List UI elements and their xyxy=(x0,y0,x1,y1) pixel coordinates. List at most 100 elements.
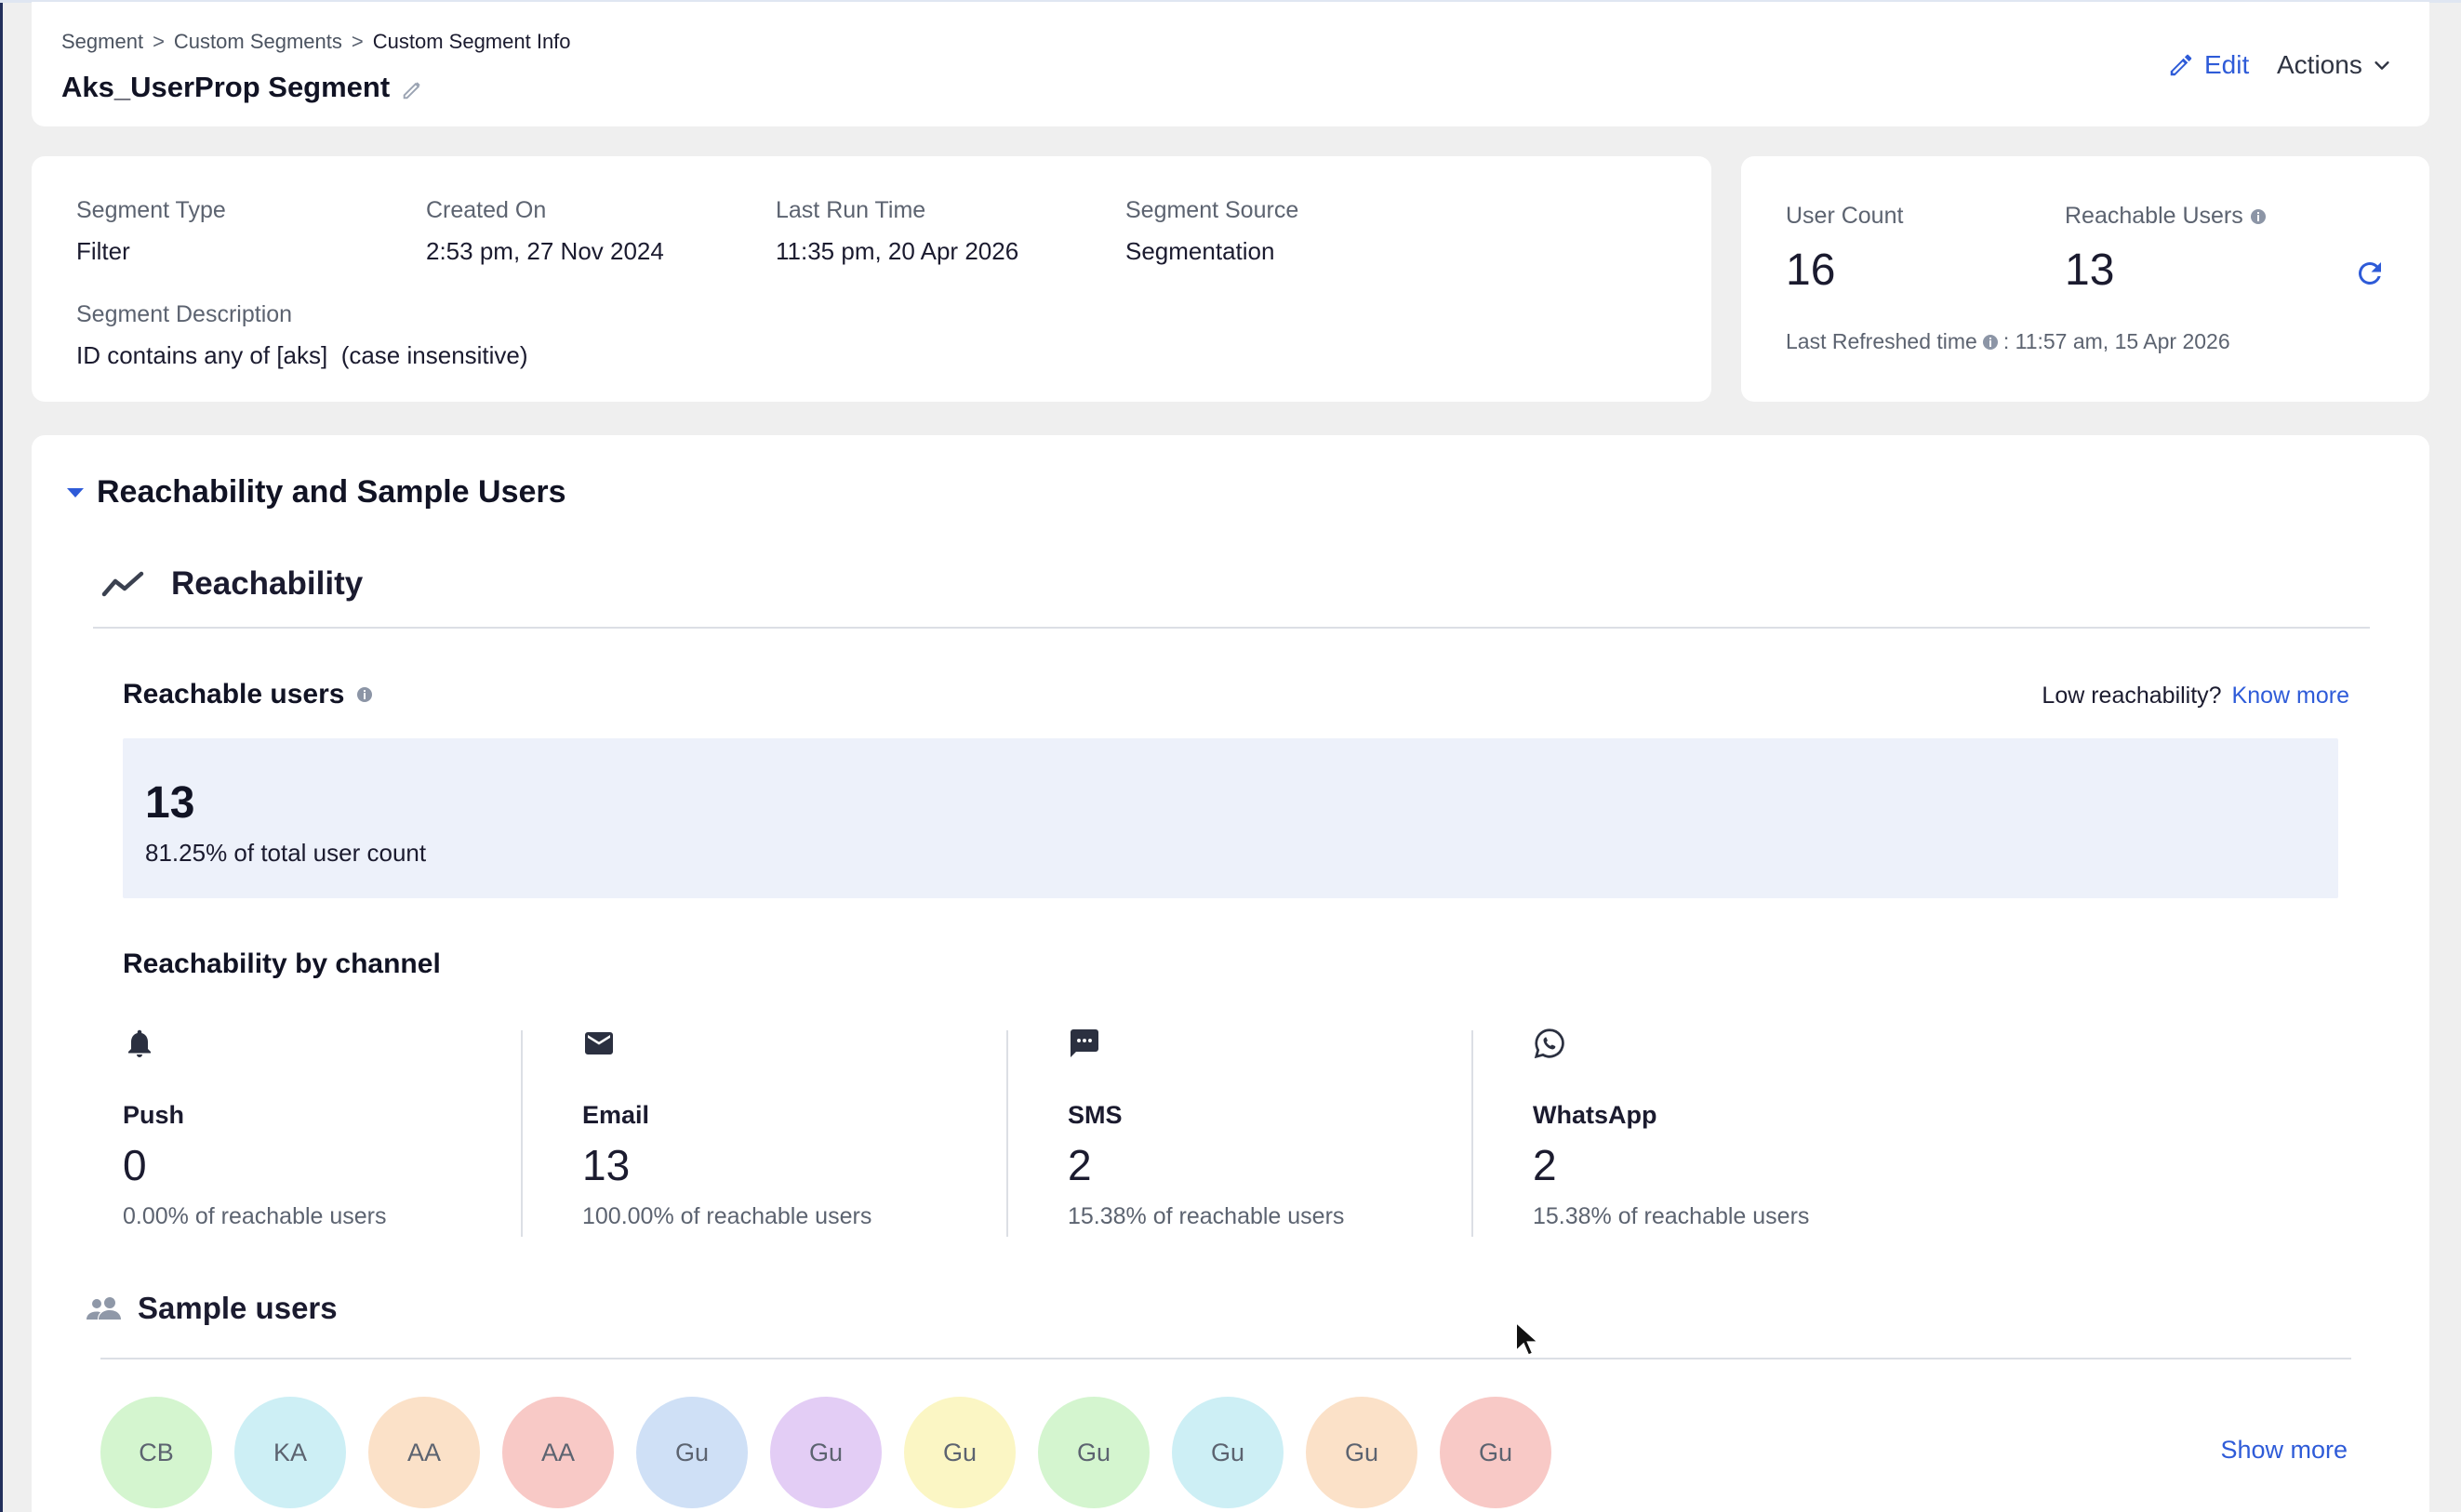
info-icon[interactable] xyxy=(1982,334,1998,350)
sample-users-avatars: CB KA AA AA Gu Gu Gu Gu Gu Gu Gu xyxy=(100,1397,1551,1508)
last-run-time-field: Last Run Time 11:35 pm, 20 Apr 2026 xyxy=(776,197,1018,266)
avatar[interactable]: Gu xyxy=(1440,1397,1551,1508)
created-on-field: Created On 2:53 pm, 27 Nov 2024 xyxy=(426,197,664,266)
refresh-icon[interactable] xyxy=(2353,257,2387,290)
avatar[interactable]: KA xyxy=(234,1397,346,1508)
sample-users-header: Sample users xyxy=(86,1291,338,1326)
reachability-label: Reachability xyxy=(171,565,364,602)
breadcrumb-separator: > xyxy=(153,30,165,53)
channel-percentage: 15.38% of reachable users xyxy=(1533,1203,1810,1229)
sample-users-label: Sample users xyxy=(138,1291,338,1325)
info-icon[interactable] xyxy=(357,687,373,702)
channel-percentage: 0.00% of reachable users xyxy=(123,1203,387,1229)
window-left-edge xyxy=(0,0,3,1512)
channel-count: 0 xyxy=(123,1141,147,1189)
segment-type-label: Segment Type xyxy=(76,197,226,223)
avatar[interactable]: Gu xyxy=(770,1397,882,1508)
last-refreshed: Last Refreshed time : 11:57 am, 15 Apr 2… xyxy=(1786,329,2230,354)
reachability-by-channel-label: Reachability by channel xyxy=(123,948,441,979)
window-top-edge xyxy=(0,0,2461,3)
reachable-percentage: 81.25% of total user count xyxy=(145,839,427,867)
divider xyxy=(100,1358,2351,1359)
breadcrumb-separator: > xyxy=(351,30,364,53)
last-run-time-label: Last Run Time xyxy=(776,197,926,223)
user-count-label: User Count xyxy=(1786,203,1904,229)
divider xyxy=(93,627,2370,629)
reachable-users-value: 13 xyxy=(2065,245,2115,295)
reachable-stat-box: 13 81.25% of total user count xyxy=(123,738,2338,898)
page-title: Aks_UserProp Segment xyxy=(61,71,391,103)
chevron-down-icon xyxy=(2375,61,2389,70)
trend-line-icon xyxy=(101,571,144,597)
caret-down-icon xyxy=(67,487,84,497)
channel-whatsapp: WhatsApp 2 15.38% of reachable users xyxy=(1533,1027,1809,1231)
actions-dropdown[interactable]: Actions xyxy=(2277,50,2392,80)
last-run-time-value: 11:35 pm, 20 Apr 2026 xyxy=(776,237,1019,265)
avatar[interactable]: Gu xyxy=(904,1397,1016,1508)
header-card: Segment > Custom Segments > Custom Segme… xyxy=(32,2,2429,126)
reachability-section: Reachability and Sample Users Reachabili… xyxy=(32,435,2429,1512)
envelope-icon xyxy=(585,1032,613,1054)
users-icon xyxy=(86,1297,121,1320)
channel-sms: SMS 2 15.38% of reachable users xyxy=(1068,1027,1344,1231)
reachable-users-label: Reachable Users xyxy=(2065,203,2243,229)
low-reachability-hint: Low reachability? Know more xyxy=(2042,683,2349,710)
channel-count: 13 xyxy=(582,1141,631,1189)
channel-name: WhatsApp xyxy=(1533,1101,1657,1129)
segment-source-value: Segmentation xyxy=(1125,237,1275,265)
whatsapp-icon xyxy=(1534,1028,1564,1059)
avatar[interactable]: Gu xyxy=(636,1397,748,1508)
channel-percentage: 100.00% of reachable users xyxy=(582,1203,872,1229)
breadcrumb-segment[interactable]: Segment xyxy=(61,30,144,53)
user-count-field: User Count 16 xyxy=(1786,203,1903,296)
section-toggle[interactable]: Reachability and Sample Users xyxy=(67,474,566,511)
last-refreshed-value: : 11:57 am, 15 Apr 2026 xyxy=(2002,329,2230,353)
created-on-value: 2:53 pm, 27 Nov 2024 xyxy=(426,237,664,265)
chat-bubble-icon xyxy=(1071,1029,1098,1057)
channel-divider xyxy=(1006,1030,1008,1237)
segment-description-value: ID contains any of [aks] (case insensiti… xyxy=(76,341,528,369)
pencil-icon xyxy=(2170,54,2192,76)
edit-label: Edit xyxy=(2204,50,2250,79)
channel-push: Push 0 0.00% of reachable users xyxy=(123,1027,387,1231)
edit-button[interactable]: Edit xyxy=(2167,50,2249,80)
avatar[interactable]: Gu xyxy=(1306,1397,1417,1508)
channel-divider xyxy=(1471,1030,1473,1237)
breadcrumb: Segment > Custom Segments > Custom Segme… xyxy=(61,30,571,54)
channel-name: Push xyxy=(123,1101,185,1129)
channel-name: SMS xyxy=(1068,1101,1123,1129)
channel-percentage: 15.38% of reachable users xyxy=(1068,1203,1345,1229)
avatar[interactable]: AA xyxy=(368,1397,480,1508)
segment-info-card: Segment Type Filter Created On 2:53 pm, … xyxy=(32,156,1711,402)
avatar[interactable]: Gu xyxy=(1172,1397,1284,1508)
channel-count: 2 xyxy=(1068,1141,1092,1189)
info-icon[interactable] xyxy=(2250,208,2266,224)
segment-description-field: Segment Description ID contains any of [… xyxy=(76,301,528,370)
segment-type-value: Filter xyxy=(76,237,130,265)
channel-count: 2 xyxy=(1533,1141,1557,1189)
reachable-users-heading-label: Reachable users xyxy=(123,679,345,710)
created-on-label: Created On xyxy=(426,197,547,223)
section-title: Reachability and Sample Users xyxy=(97,474,566,510)
mouse-cursor-icon xyxy=(1515,1320,1538,1357)
pencil-icon[interactable] xyxy=(400,76,426,102)
user-count-value: 16 xyxy=(1786,245,1836,295)
bell-icon xyxy=(128,1029,151,1057)
reachable-users-heading: Reachable users xyxy=(123,679,373,710)
know-more-link[interactable]: Know more xyxy=(2231,683,2349,709)
avatar[interactable]: AA xyxy=(502,1397,614,1508)
segment-source-field: Segment Source Segmentation xyxy=(1125,197,1298,266)
avatar[interactable]: CB xyxy=(100,1397,212,1508)
actions-label: Actions xyxy=(2277,50,2362,79)
reachability-header: Reachability xyxy=(100,565,363,603)
user-count-card: User Count 16 Reachable Users 13 Last Re… xyxy=(1741,156,2429,402)
last-refreshed-label: Last Refreshed time xyxy=(1786,329,1977,353)
avatar[interactable]: Gu xyxy=(1038,1397,1150,1508)
segment-description-label: Segment Description xyxy=(76,301,293,327)
channel-email: Email 13 100.00% of reachable users xyxy=(582,1027,871,1231)
show-more-link[interactable]: Show more xyxy=(2220,1436,2348,1464)
channel-name: Email xyxy=(582,1101,650,1129)
channel-divider xyxy=(521,1030,523,1237)
breadcrumb-custom-segments[interactable]: Custom Segments xyxy=(173,30,342,53)
